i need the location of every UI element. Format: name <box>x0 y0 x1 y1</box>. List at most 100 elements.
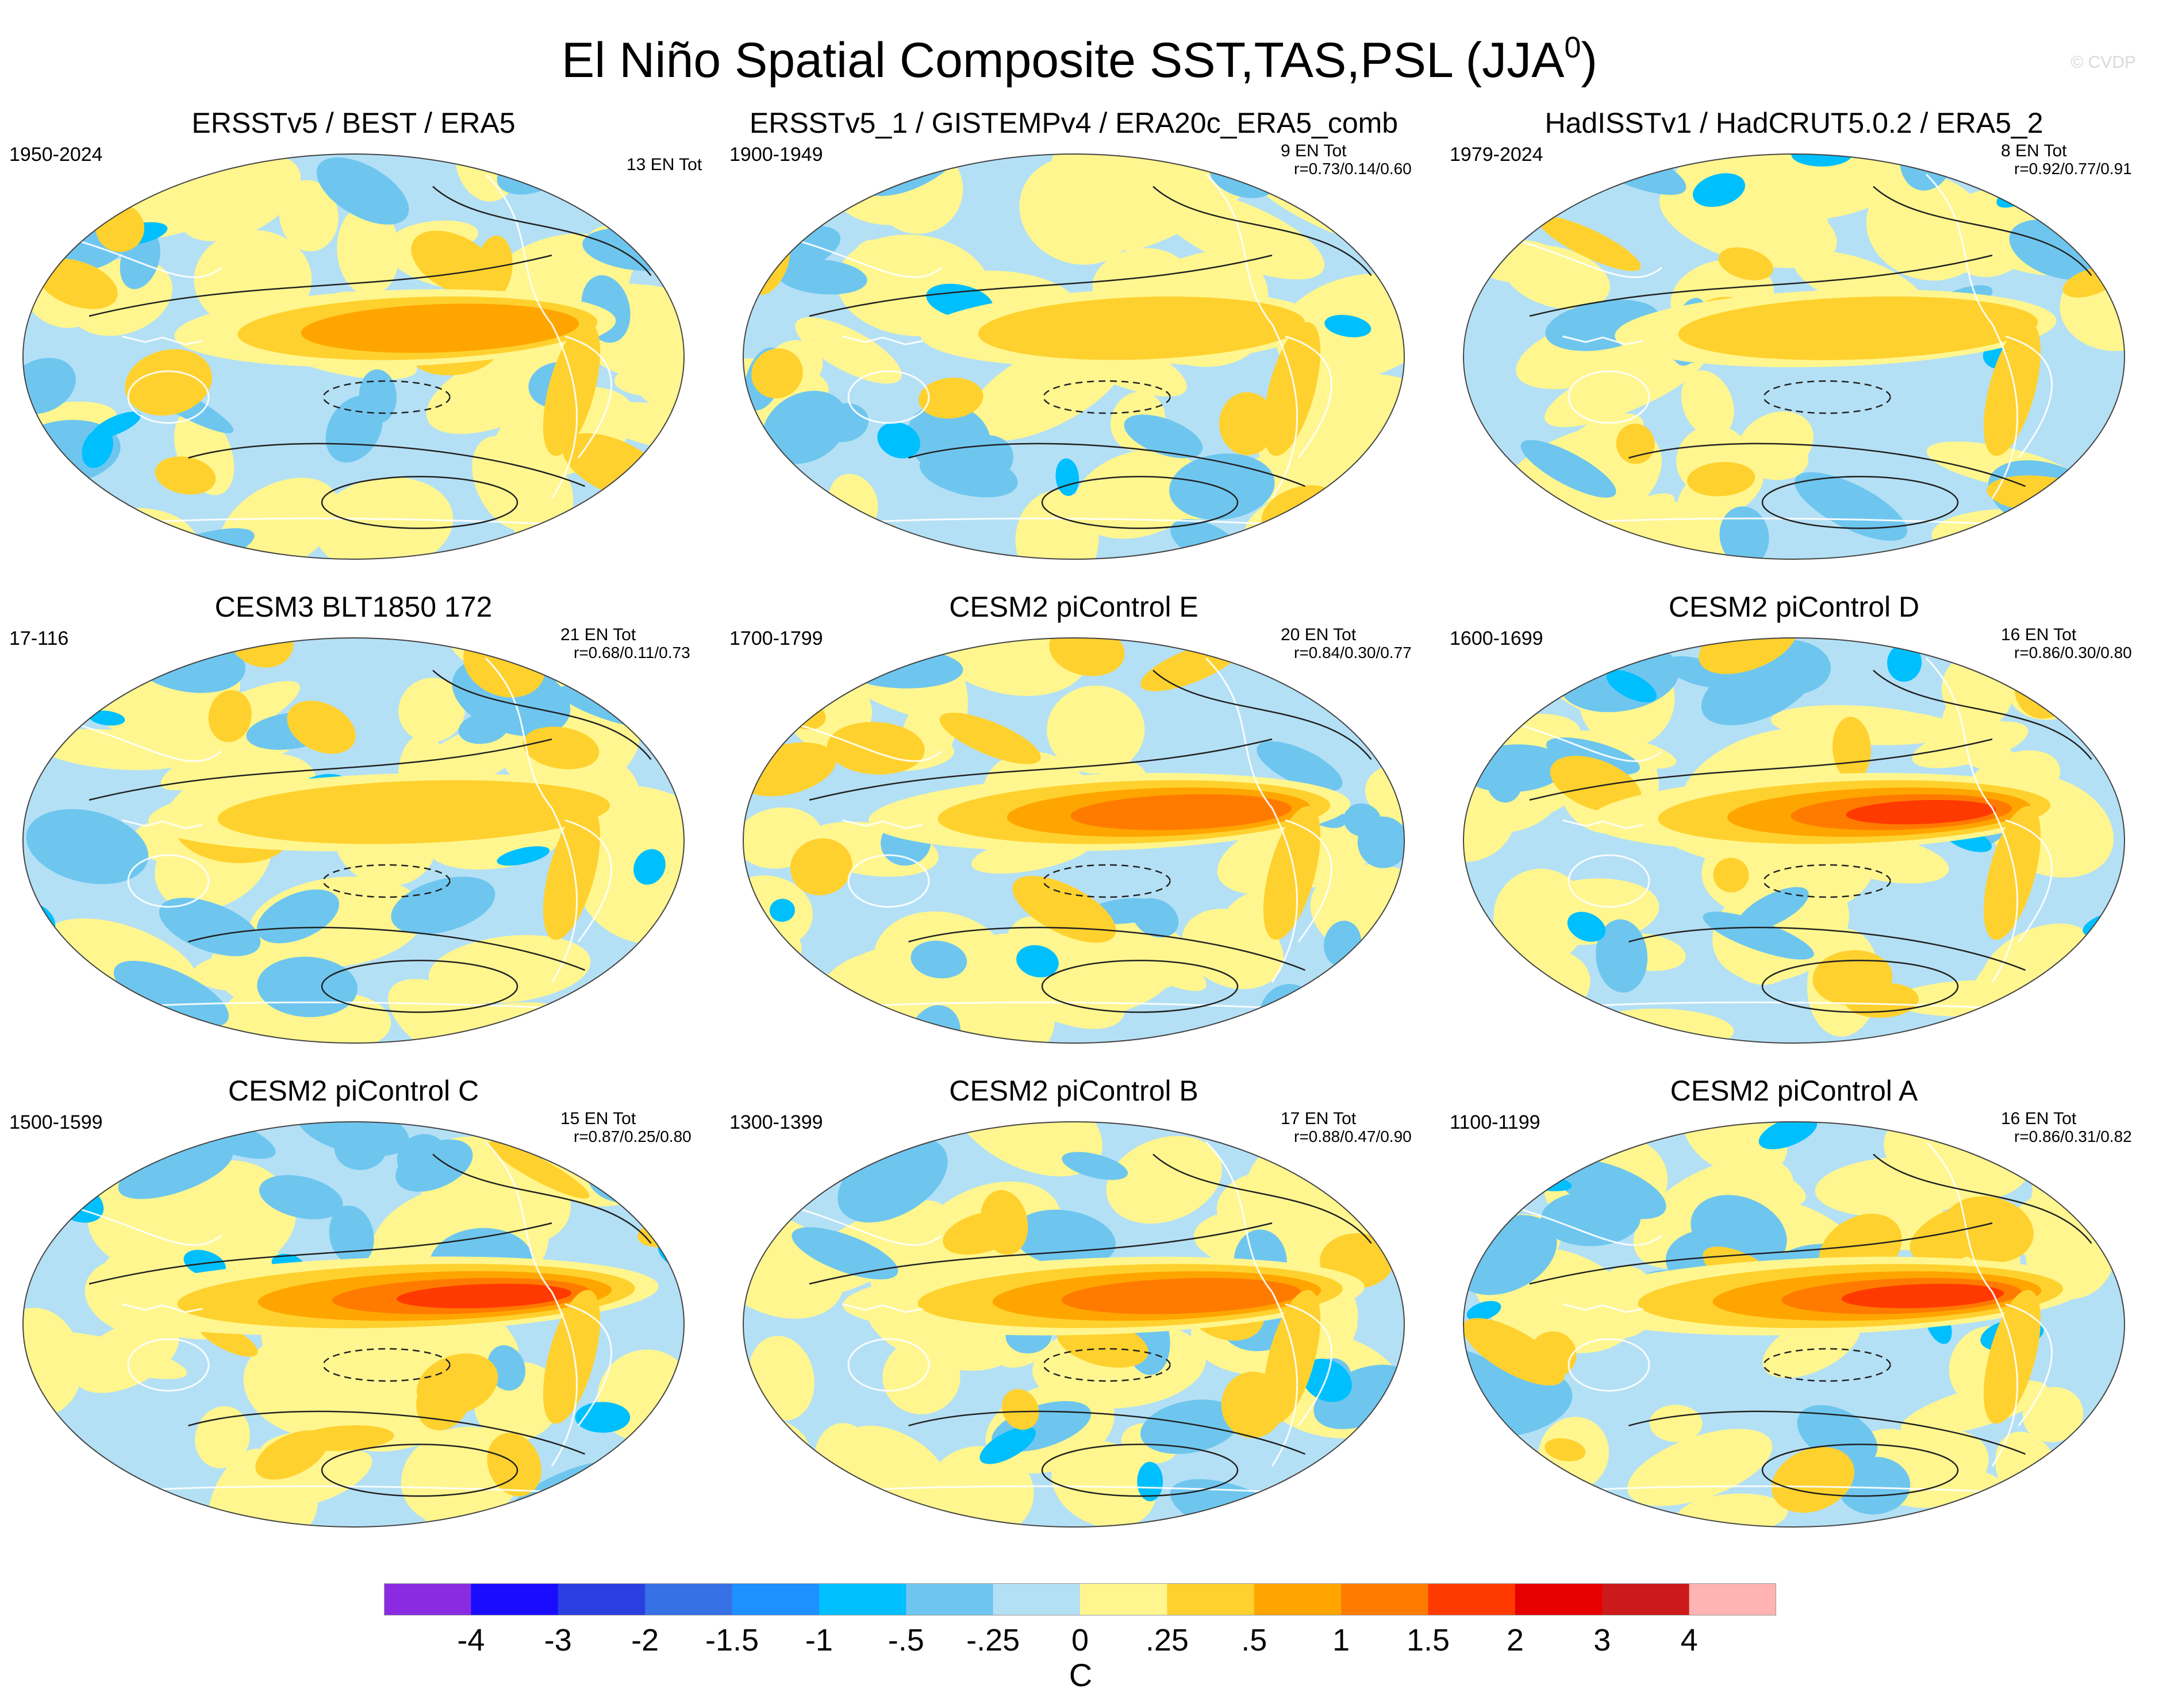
maritime-continent-coast <box>842 819 923 829</box>
map-field <box>23 1122 684 1527</box>
map-svg <box>22 1121 685 1528</box>
south-america-east-coast <box>2005 819 2053 943</box>
cool-core <box>1887 643 1922 682</box>
cool-core <box>1466 1301 1501 1321</box>
panel-title: CESM2 piControl E <box>949 591 1198 623</box>
colorbar-tick-label: -3 <box>544 1623 572 1657</box>
cool-patch <box>26 809 149 884</box>
panel-correlation: r=0.87/0.25/0.80 <box>574 1128 692 1145</box>
map-panel: HadISSTv1 / HadCRUT5.0.2 / ERA5_2 1979-20… <box>1440 102 2148 574</box>
warm-patch <box>743 875 813 950</box>
nino-tongue-4 <box>1846 799 1996 825</box>
warm-core <box>37 259 118 309</box>
psl-contour-positive <box>1153 1153 1372 1244</box>
warm-patch <box>36 729 193 771</box>
map-border <box>22 637 685 1044</box>
nino-tongue-3 <box>1070 794 1292 830</box>
psl-contour-positive <box>89 255 552 317</box>
coastal-warm <box>1983 806 2041 940</box>
colorbar-swatch <box>1254 1583 1342 1615</box>
warm-patch <box>337 205 400 296</box>
coastal-warm <box>1983 322 2041 456</box>
panel-title: HadISSTv1 / HadCRUT5.0.2 / ERA5_2 <box>1545 107 2043 139</box>
psl-contour-positive <box>321 476 518 529</box>
warm-core <box>488 1141 590 1199</box>
warm-patch <box>1866 175 1988 281</box>
panel-correlation: r=0.73/0.14/0.60 <box>1294 160 1412 178</box>
panel-period: 1300-1399 <box>729 1111 823 1133</box>
nino-tongue-3 <box>1061 1278 1301 1314</box>
cool-core <box>633 849 666 885</box>
asia-coast <box>776 1202 942 1246</box>
panel-correlation: r=0.88/0.47/0.90 <box>1294 1128 1412 1145</box>
cool-core <box>1692 173 1746 207</box>
panel-event-count: 15 EN Tot <box>560 1109 636 1128</box>
australia-coast <box>1568 370 1650 424</box>
maritime-continent-coast <box>122 819 203 829</box>
map-svg <box>1463 153 2125 560</box>
psl-contour-positive <box>809 1222 1273 1285</box>
south-america-east-coast <box>1285 819 1332 943</box>
map-panel: CESM2 piControl B 1300-1399 17 EN Tot r=0.8… <box>720 1070 1427 1541</box>
warm-patch <box>1931 509 2091 559</box>
psl-contour-positive <box>1873 1153 2092 1244</box>
map-panel: CESM3 BLT1850 172 17-116 21 EN Tot r=0.68/0… <box>0 586 707 1057</box>
psl-contours <box>809 186 1372 529</box>
warm-patch <box>843 1425 947 1499</box>
psl-contour-negative <box>1763 864 1891 898</box>
cool-patch <box>1493 1462 1554 1518</box>
psl-contour-negative <box>1043 1348 1171 1382</box>
map-panel: CESM2 piControl A 1100-1199 16 EN Tot r=0.8… <box>1440 1070 2148 1541</box>
colorbar-swatch <box>384 1583 471 1615</box>
asia-coast <box>776 718 942 762</box>
australia-coast <box>847 854 930 908</box>
warm-patch <box>1545 345 1707 428</box>
warm-patch <box>315 477 454 559</box>
panel-event-count: 8 EN Tot <box>2001 141 2067 160</box>
south-america-east-coast <box>564 819 612 943</box>
coastal-warm <box>1263 806 1321 940</box>
panel-correlation: r=0.84/0.30/0.77 <box>1294 644 1412 661</box>
colorbar-swatch <box>471 1583 559 1615</box>
psl-contour-positive <box>89 1222 552 1285</box>
panel-event-count: 21 EN Tot <box>560 625 636 644</box>
warm-core <box>1772 1447 1855 1513</box>
colorbar-swatch <box>1428 1583 1516 1615</box>
cool-patch <box>743 1171 780 1226</box>
psl-contour-positive <box>321 1444 518 1497</box>
warm-core <box>295 1425 394 1451</box>
psl-contour-positive <box>1761 1444 1959 1497</box>
cool-patch <box>316 157 409 225</box>
warm-core <box>1463 1318 1565 1386</box>
americas-coast <box>1925 174 2018 499</box>
colorbar-tick-label: -1.5 <box>705 1623 759 1657</box>
asia-coast <box>1496 1202 1662 1246</box>
panel-event-count: 16 EN Tot <box>2001 1109 2077 1128</box>
cool-patch <box>1795 472 1908 541</box>
warm-core <box>1713 857 1749 893</box>
psl-contour-positive <box>1628 926 2026 971</box>
warm-patch <box>1683 1122 1788 1177</box>
warm-patch <box>743 1464 822 1527</box>
warm-patch <box>614 363 684 397</box>
asia-coast <box>56 234 222 278</box>
asia-coast <box>1496 234 1662 278</box>
cool-core <box>1016 945 1059 978</box>
title-close: ) <box>1581 33 1598 88</box>
cool-patch <box>1124 414 1203 459</box>
colorbar-frame <box>384 1583 1776 1615</box>
cool-patch <box>1596 919 1648 993</box>
warm-patch <box>2009 513 2125 559</box>
psl-contour-positive <box>432 670 652 760</box>
americas-coast <box>1925 1141 2018 1467</box>
warm-core <box>1545 1438 1586 1461</box>
warm-patch <box>2013 518 2096 559</box>
psl-contour-positive <box>1873 670 2092 760</box>
maritime-continent-coast <box>1562 819 1643 829</box>
cool-patch <box>391 876 495 934</box>
colorbar-tick-label: 3 <box>1593 1623 1611 1657</box>
cool-patch <box>256 889 340 944</box>
map-panel: ERSSTv5 / BEST / ERA5 1950-2024 13 EN Tot <box>0 102 707 574</box>
coastal-warm <box>543 1290 601 1424</box>
warm-patch <box>542 521 600 559</box>
